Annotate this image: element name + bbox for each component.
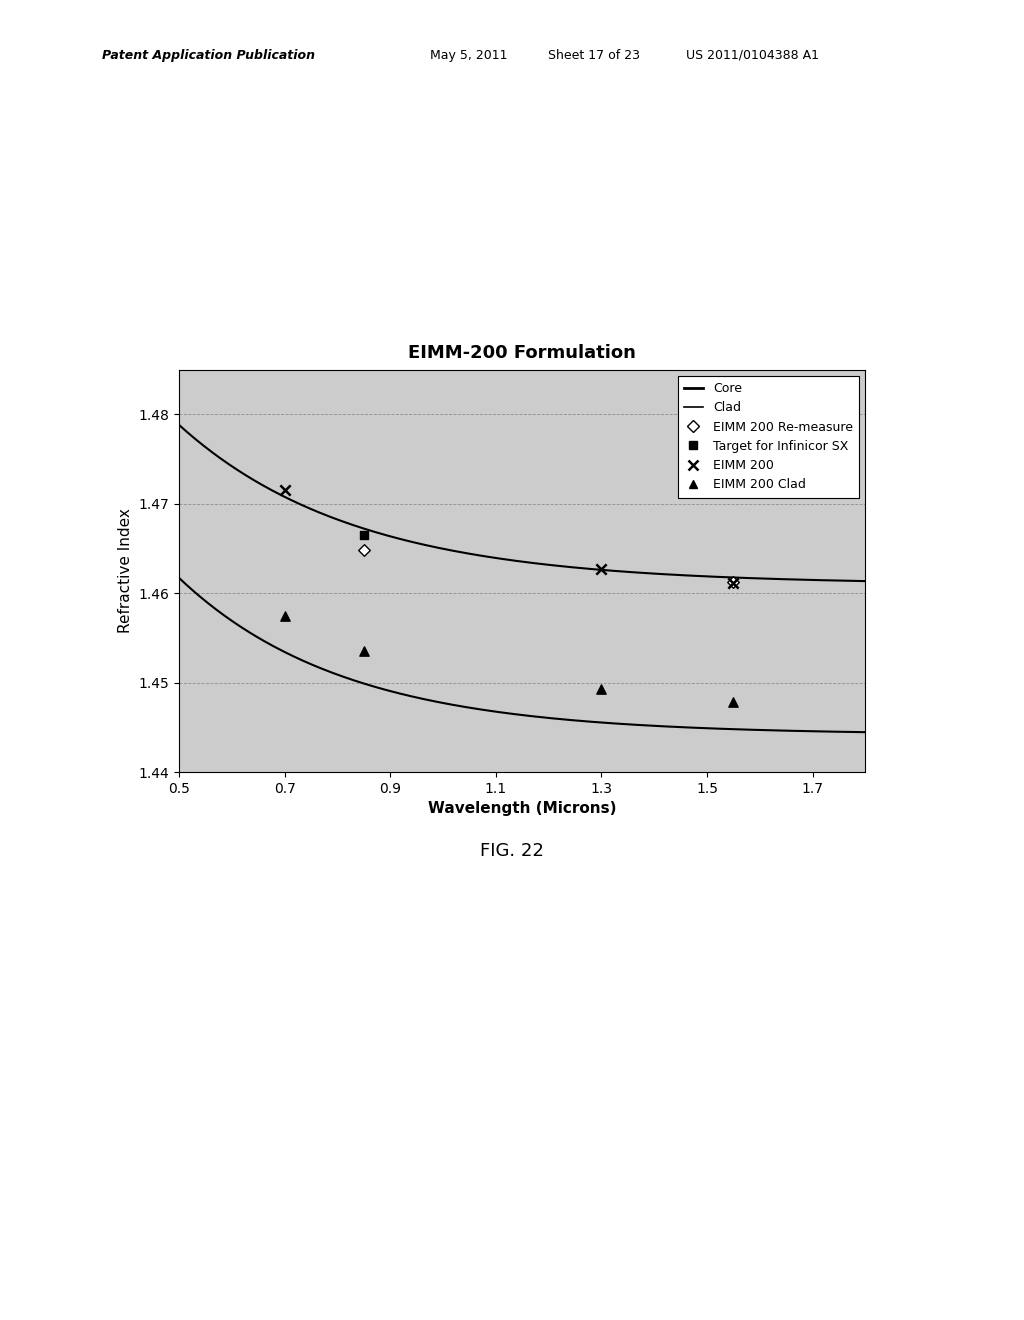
Y-axis label: Refractive Index: Refractive Index (118, 508, 133, 634)
Text: Patent Application Publication: Patent Application Publication (102, 49, 315, 62)
Point (725, 692, 741, 713)
Text: US 2011/0104388 A1: US 2011/0104388 A1 (686, 49, 819, 62)
Text: May 5, 2011: May 5, 2011 (430, 49, 508, 62)
Legend: Core, Clad, EIMM 200 Re-measure, Target for Infinicor SX, EIMM 200, EIMM 200 Cla: Core, Clad, EIMM 200 Re-measure, Target … (678, 376, 859, 498)
Text: FIG. 22: FIG. 22 (480, 842, 544, 861)
Point (355, 524, 372, 545)
Point (593, 678, 609, 700)
Title: EIMM-200 Formulation: EIMM-200 Formulation (409, 345, 636, 363)
X-axis label: Wavelength (Microns): Wavelength (Microns) (428, 801, 616, 817)
Text: Sheet 17 of 23: Sheet 17 of 23 (548, 49, 640, 62)
Point (276, 605, 293, 626)
Point (276, 480, 293, 502)
Point (355, 642, 372, 663)
Point (593, 558, 609, 579)
Point (355, 540, 372, 561)
Point (725, 572, 741, 593)
Point (725, 572, 741, 593)
